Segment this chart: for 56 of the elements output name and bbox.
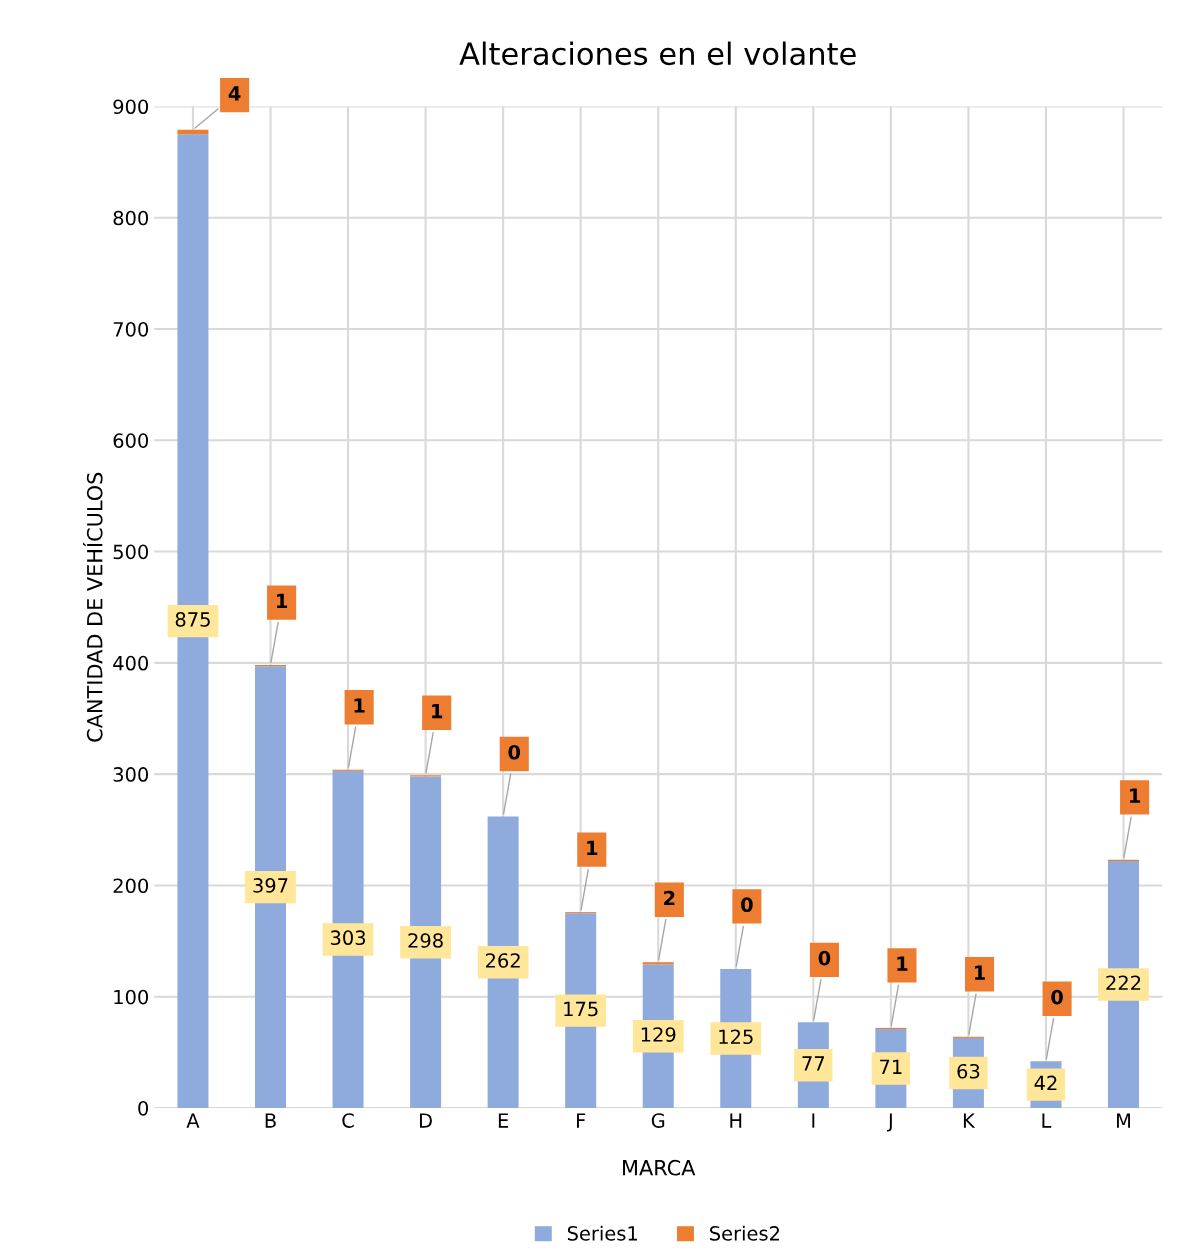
- x-tick-label: E: [498, 1113, 509, 1128]
- data-label: 0: [741, 897, 753, 913]
- data-label: 129: [641, 1027, 676, 1042]
- data-label: 125: [719, 1029, 753, 1045]
- y-tick-label: 400: [113, 655, 149, 671]
- y-tick-label: 700: [113, 321, 149, 337]
- data-label: 1: [1130, 788, 1141, 803]
- legend-label: Series2: [710, 1225, 780, 1241]
- data-label: 1: [587, 840, 598, 856]
- y-tick-label: 900: [113, 99, 149, 115]
- chart-title: Alteraciones en el volante: [459, 41, 856, 66]
- data-label: 42: [1034, 1075, 1057, 1091]
- x-tick-label: B: [265, 1113, 276, 1128]
- y-tick-label: 500: [113, 544, 149, 560]
- x-tick-label: J: [886, 1113, 892, 1132]
- data-label: 1: [974, 965, 985, 980]
- y-tick-label: 100: [114, 989, 149, 1005]
- y-tick-label: 200: [113, 878, 149, 894]
- data-label: 1: [432, 703, 443, 719]
- data-label: 1: [277, 593, 288, 608]
- y-tick-label: 300: [113, 767, 149, 782]
- data-label: 397: [253, 878, 288, 893]
- data-label: 298: [408, 933, 443, 948]
- data-label: 77: [802, 1056, 825, 1071]
- data-label: 875: [175, 612, 210, 627]
- data-label: 222: [1106, 975, 1141, 990]
- y-tick-label: 800: [113, 210, 149, 226]
- y-axis-title: CANTIDAD DE VEHÍCULOS: [83, 472, 103, 742]
- data-label: 2: [664, 890, 675, 906]
- data-label: 63: [957, 1063, 980, 1079]
- x-tick-label: I: [812, 1113, 815, 1128]
- x-tick-label: C: [342, 1113, 354, 1128]
- data-label: 0: [508, 744, 521, 760]
- data-label: 0: [818, 950, 831, 966]
- x-tick-label: F: [577, 1113, 586, 1128]
- x-tick-label: M: [1117, 1113, 1130, 1128]
- data-label: 175: [564, 1001, 598, 1017]
- x-tick-label: G: [651, 1113, 665, 1128]
- data-label: 4: [228, 86, 241, 101]
- x-tick-label: D: [420, 1113, 432, 1128]
- x-tick-label: A: [186, 1113, 200, 1128]
- data-label: 1: [354, 698, 365, 713]
- data-label: 1: [897, 956, 908, 971]
- bar: [177, 129, 209, 135]
- data-label: 303: [330, 930, 366, 946]
- data-label: 71: [880, 1059, 902, 1074]
- x-tick-label: K: [963, 1113, 976, 1128]
- x-tick-label: L: [1042, 1113, 1052, 1128]
- x-axis-title: MARCA: [623, 1159, 696, 1176]
- y-tick-label: 600: [113, 433, 149, 448]
- y-tick-label: 0: [138, 1100, 149, 1116]
- bar: [642, 962, 674, 965]
- data-label: 0: [1051, 989, 1063, 1005]
- legend-label: Series1: [567, 1225, 637, 1241]
- x-tick-label: H: [730, 1113, 742, 1128]
- data-label: 262: [486, 953, 520, 968]
